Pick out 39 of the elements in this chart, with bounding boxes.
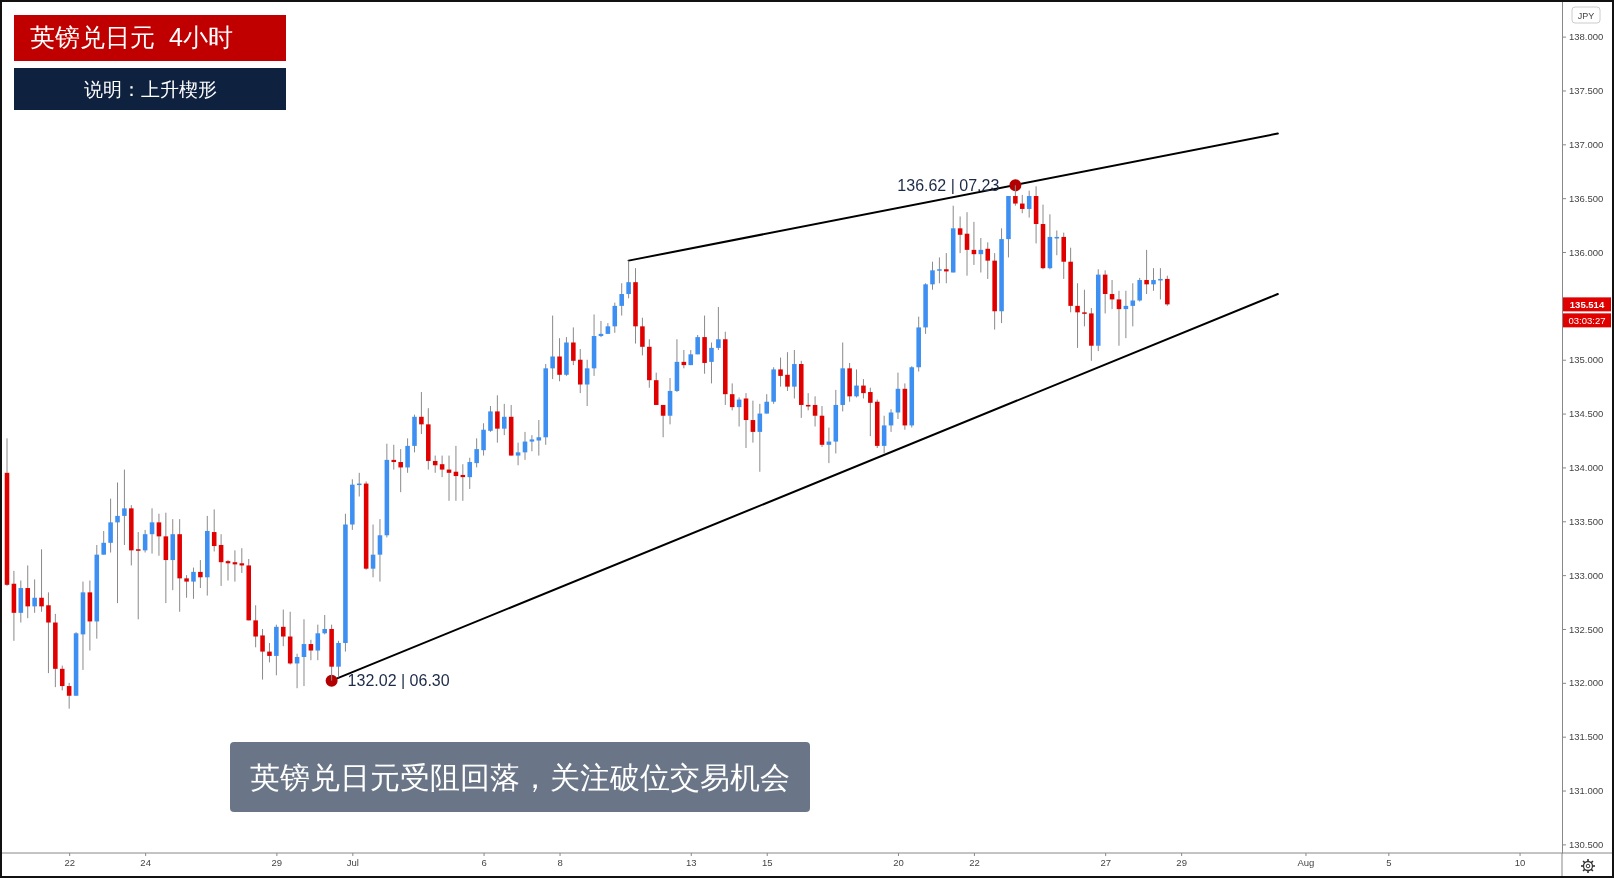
x-tick-label: 27 [1100,856,1111,868]
y-tick-label: 134.000 [1569,461,1604,473]
y-axis-title: JPY [1577,11,1595,21]
x-tick-label: 5 [1386,856,1392,868]
x-tick-label: 20 [893,856,904,868]
title-panel: 英镑兑日元 4小时 [14,15,286,61]
y-tick-label: 131.500 [1569,731,1604,743]
text: 135.514 [1569,298,1605,310]
subtitle-panel: 说明：上升楔形 [14,68,286,110]
y-tick-label: 134.500 [1569,408,1604,420]
annotation: 132.02 | 06.30 [347,672,450,690]
y-tick-label: 136.500 [1569,192,1604,204]
y-tick-label: 138.000 [1569,31,1604,43]
caption-panel: 英镑兑日元受阻回落，关注破位交易机会 [230,742,810,812]
annotation: 英镑兑日元受阻回落，关注破位交易机会 [250,761,790,794]
x-tick-label: 10 [1514,856,1526,868]
y-tick-label: 132.000 [1569,677,1604,689]
x-tick-label: 24 [140,856,151,868]
x-tick-label: 29 [1176,856,1187,868]
x-tick-label: 29 [271,856,283,868]
text: 03:03:27 [1568,314,1606,326]
y-tick-label: 131.000 [1569,785,1604,797]
x-tick-label: 6 [481,856,487,868]
x-tick-label: 22 [969,856,980,868]
y-tick-label: 137.000 [1569,138,1604,150]
x-tick-label: Jul [346,856,359,868]
y-tick-label: 132.500 [1569,623,1604,635]
x-tick-label: Aug [1297,856,1315,868]
x-tick-label: 22 [64,856,75,868]
y-tick-label: 136.000 [1569,246,1604,258]
x-tick-label: 13 [685,856,697,868]
x-tick-label: 8 [557,856,563,868]
y-tick-label: 133.500 [1569,515,1604,527]
y-tick-label: 137.500 [1569,85,1604,97]
y-tick-label: 133.000 [1569,569,1604,581]
annotation: 136.62 | 07.23 [897,176,1000,194]
x-tick-label: 15 [761,856,773,868]
y-tick-label: 130.500 [1569,838,1604,850]
y-tick-label: 135.000 [1569,354,1604,366]
